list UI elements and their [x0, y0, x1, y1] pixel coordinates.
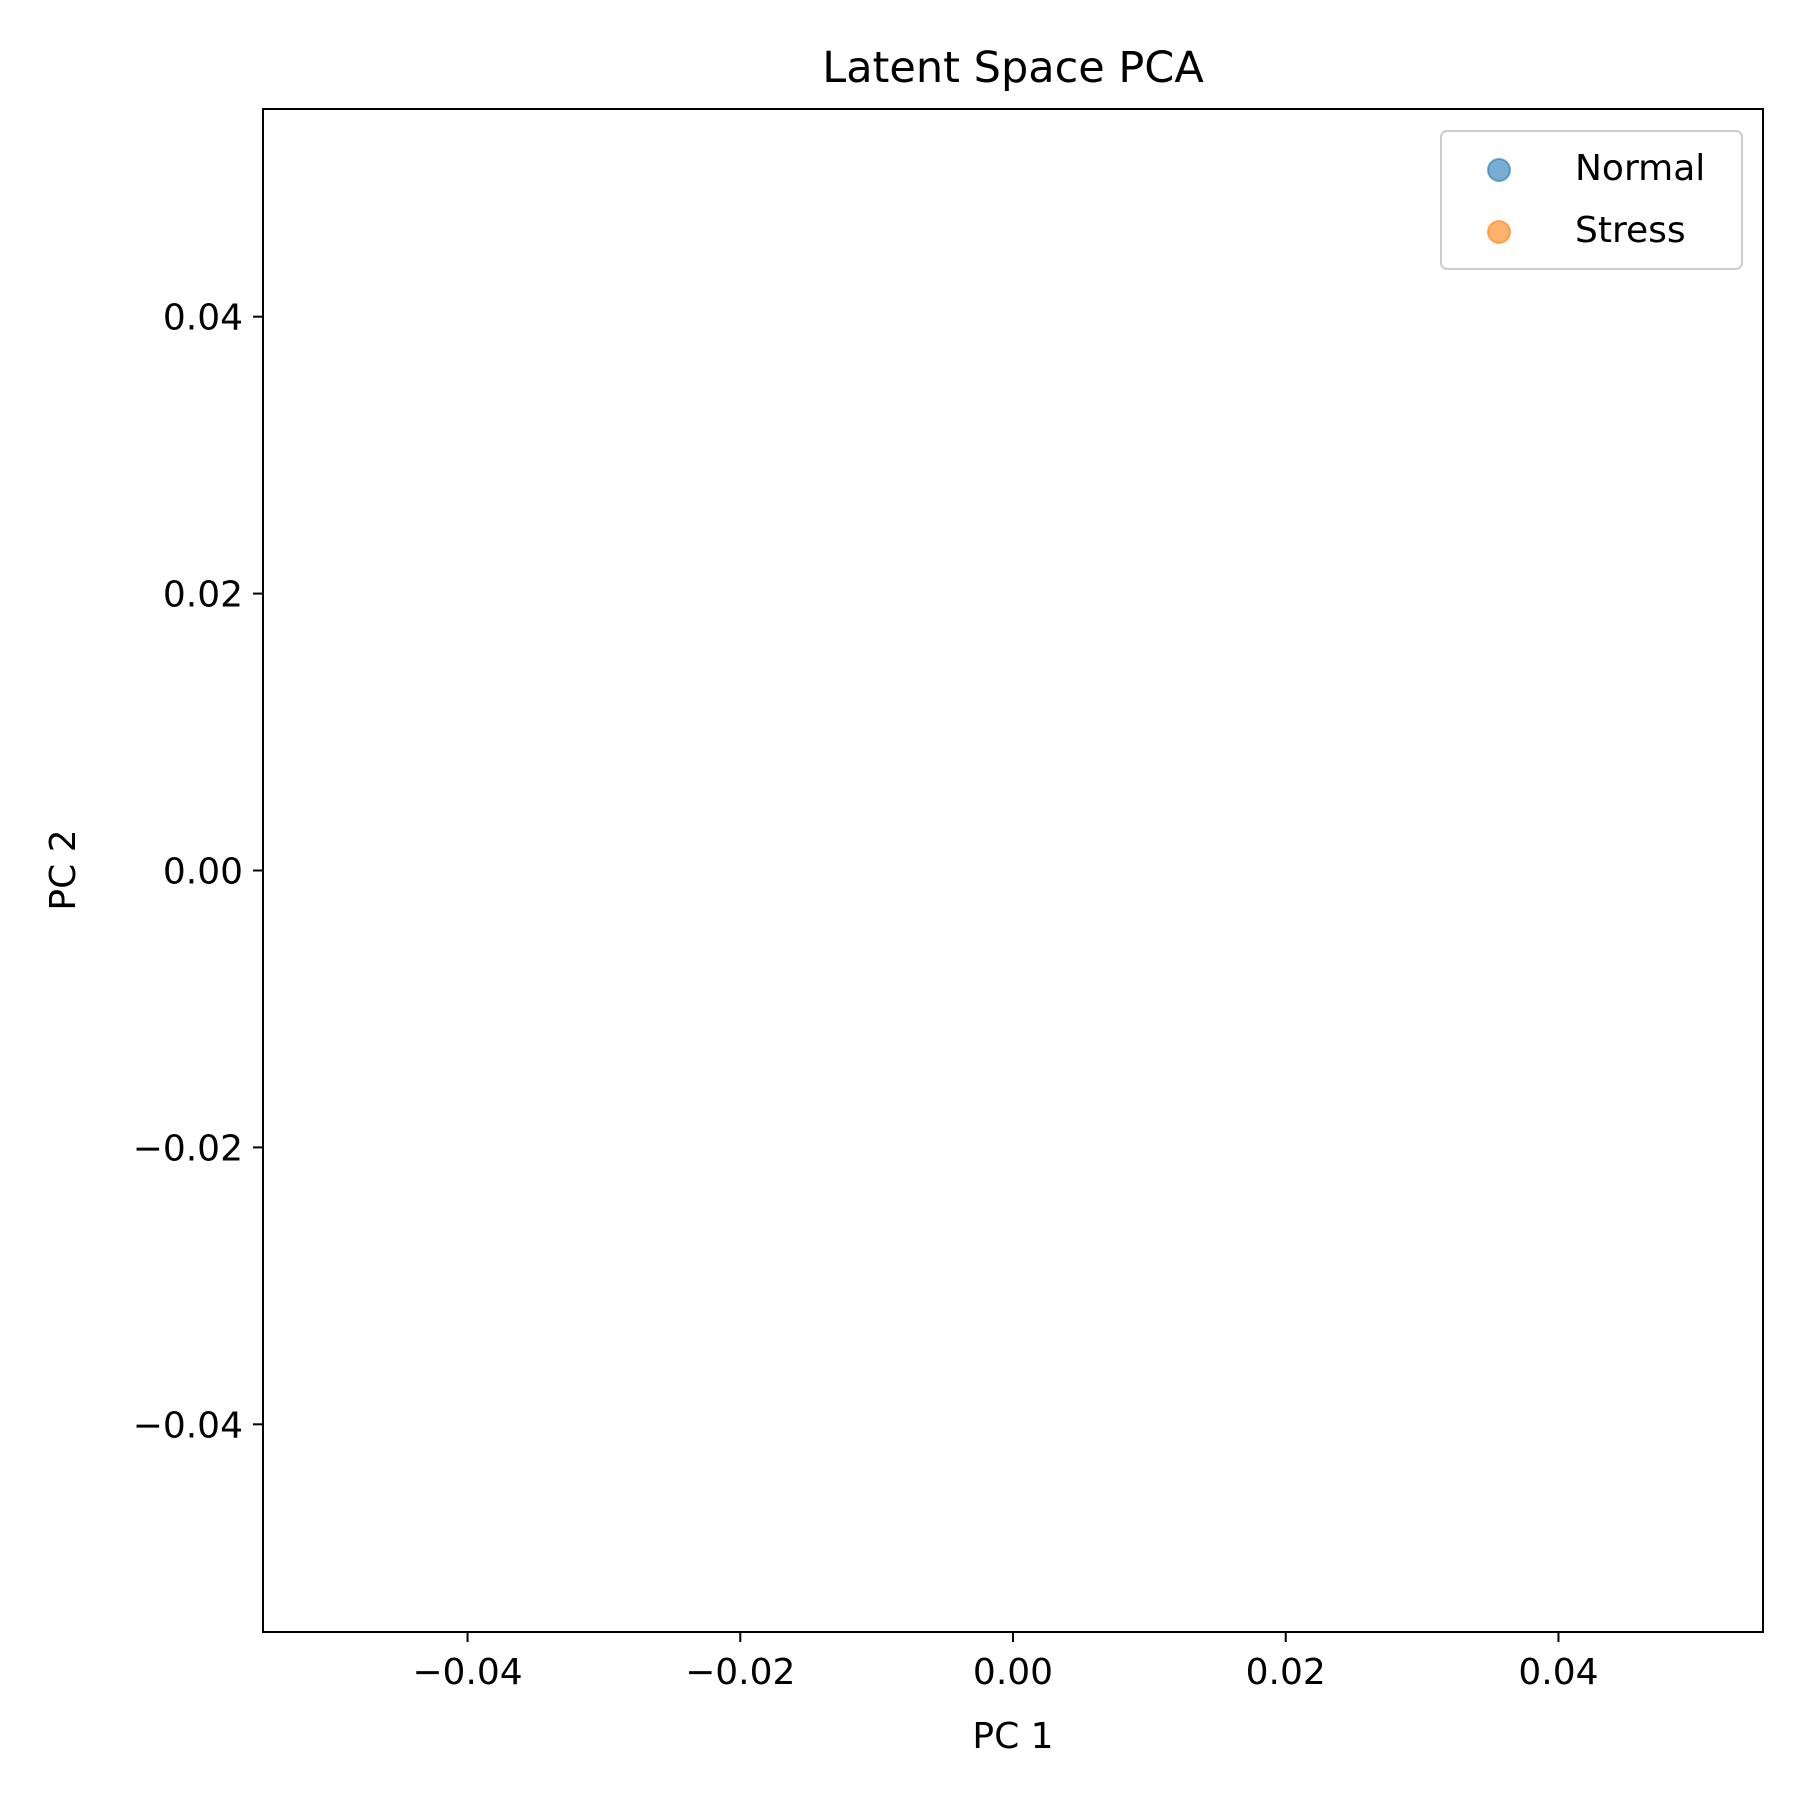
x-tick-label: −0.04 — [412, 1652, 522, 1693]
legend: Normal Stress — [1440, 130, 1743, 270]
legend-label-stress: Stress — [1575, 210, 1686, 251]
plot-area — [262, 108, 1764, 1633]
y-axis-ticks: −0.04 −0.02 0.00 0.02 0.04 — [133, 298, 263, 1446]
y-tick-label: −0.04 — [133, 1405, 243, 1446]
legend-frame — [1440, 130, 1743, 270]
x-tick-label: −0.02 — [685, 1652, 795, 1693]
y-axis-label: PC 2 — [43, 829, 84, 910]
plot-frame — [262, 108, 1764, 1633]
x-tick-label: 0.00 — [973, 1652, 1053, 1693]
legend-marker-stress — [1487, 220, 1511, 244]
chart-title: Latent Space PCA — [822, 43, 1204, 93]
legend-marker-normal — [1487, 158, 1511, 182]
y-tick-label: 0.02 — [163, 575, 243, 616]
x-axis-ticks: −0.04 −0.02 0.00 0.02 0.04 — [412, 1632, 1599, 1693]
x-tick-label: 0.04 — [1518, 1652, 1598, 1693]
y-tick-label: −0.02 — [133, 1128, 243, 1169]
x-axis-label: PC 1 — [972, 1716, 1053, 1757]
y-tick-label: 0.00 — [163, 852, 243, 893]
legend-label-normal: Normal — [1575, 148, 1705, 189]
y-tick-label: 0.04 — [163, 298, 243, 339]
x-tick-label: 0.02 — [1246, 1652, 1326, 1693]
